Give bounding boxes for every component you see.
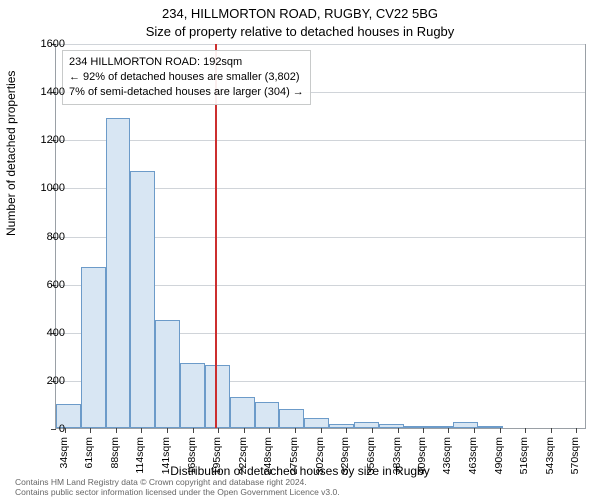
chart-title-line2: Size of property relative to detached ho… xyxy=(0,24,600,39)
xtick-label: 329sqm xyxy=(339,437,351,474)
histogram-bar xyxy=(155,320,180,428)
histogram-bar xyxy=(354,422,379,428)
histogram-bar xyxy=(230,397,255,428)
xtick-label: 436sqm xyxy=(441,437,453,474)
xtick-mark xyxy=(321,428,322,433)
histogram-bar xyxy=(130,171,155,428)
xtick-mark xyxy=(398,428,399,433)
chart-container: 234, HILLMORTON ROAD, RUGBY, CV22 5BG Si… xyxy=(0,0,600,500)
histogram-bar xyxy=(279,409,304,428)
xtick-label: 302sqm xyxy=(314,437,326,474)
xtick-label: 248sqm xyxy=(262,437,274,474)
xtick-mark xyxy=(244,428,245,433)
footer-line2: Contains public sector information licen… xyxy=(15,488,340,498)
annotation-line2: ← 92% of detached houses are smaller (3,… xyxy=(69,70,304,85)
histogram-bar xyxy=(255,402,280,428)
footer-attribution: Contains HM Land Registry data © Crown c… xyxy=(15,478,340,498)
xtick-mark xyxy=(90,428,91,433)
ytick-label: 400 xyxy=(25,327,65,339)
gridline-h xyxy=(56,44,585,45)
histogram-bar xyxy=(205,365,230,428)
xtick-label: 141sqm xyxy=(160,437,172,474)
chart-title-line1: 234, HILLMORTON ROAD, RUGBY, CV22 5BG xyxy=(0,6,600,21)
xtick-mark xyxy=(576,428,577,433)
xtick-mark xyxy=(500,428,501,433)
xtick-label: 34sqm xyxy=(58,437,70,469)
ytick-label: 1400 xyxy=(25,86,65,98)
xtick-mark xyxy=(193,428,194,433)
xtick-mark xyxy=(141,428,142,433)
xtick-label: 222sqm xyxy=(237,437,249,474)
xtick-mark xyxy=(346,428,347,433)
histogram-bar xyxy=(379,424,404,428)
gridline-h xyxy=(56,140,585,141)
histogram-bar xyxy=(81,267,106,428)
y-axis-label: Number of detached properties xyxy=(4,71,18,236)
xtick-label: 543sqm xyxy=(544,437,556,474)
xtick-mark xyxy=(372,428,373,433)
ytick-label: 800 xyxy=(25,231,65,243)
ytick-label: 1200 xyxy=(25,134,65,146)
xtick-mark xyxy=(218,428,219,433)
annotation-box: 234 HILLMORTON ROAD: 192sqm ← 92% of det… xyxy=(62,50,311,105)
ytick-label: 0 xyxy=(25,423,65,435)
histogram-bar xyxy=(428,426,453,428)
annotation-line1: 234 HILLMORTON ROAD: 192sqm xyxy=(69,55,304,70)
xtick-label: 356sqm xyxy=(365,437,377,474)
xtick-label: 516sqm xyxy=(518,437,530,474)
plot-border-right xyxy=(585,44,586,429)
xtick-label: 490sqm xyxy=(493,437,505,474)
xtick-label: 383sqm xyxy=(391,437,403,474)
xtick-mark xyxy=(448,428,449,433)
xtick-label: 168sqm xyxy=(186,437,198,474)
xtick-label: 195sqm xyxy=(211,437,223,474)
histogram-bar xyxy=(106,118,131,428)
xtick-mark xyxy=(116,428,117,433)
ytick-label: 1600 xyxy=(25,38,65,50)
xtick-label: 570sqm xyxy=(569,437,581,474)
xtick-label: 463sqm xyxy=(467,437,479,474)
histogram-bar xyxy=(180,363,205,428)
ytick-label: 600 xyxy=(25,279,65,291)
xtick-label: 88sqm xyxy=(109,437,121,469)
xtick-label: 114sqm xyxy=(134,437,146,474)
xtick-label: 409sqm xyxy=(416,437,428,474)
histogram-bar xyxy=(329,424,354,428)
ytick-label: 200 xyxy=(25,375,65,387)
xtick-mark xyxy=(474,428,475,433)
xtick-mark xyxy=(525,428,526,433)
xtick-mark xyxy=(269,428,270,433)
histogram-bar xyxy=(404,426,429,428)
xtick-mark xyxy=(295,428,296,433)
xtick-label: 275sqm xyxy=(288,437,300,474)
xtick-mark xyxy=(551,428,552,433)
xtick-mark xyxy=(167,428,168,433)
annotation-line3: 7% of semi-detached houses are larger (3… xyxy=(69,85,304,100)
xtick-label: 61sqm xyxy=(83,437,95,469)
histogram-bar xyxy=(304,418,329,428)
xtick-mark xyxy=(423,428,424,433)
ytick-label: 1000 xyxy=(25,182,65,194)
